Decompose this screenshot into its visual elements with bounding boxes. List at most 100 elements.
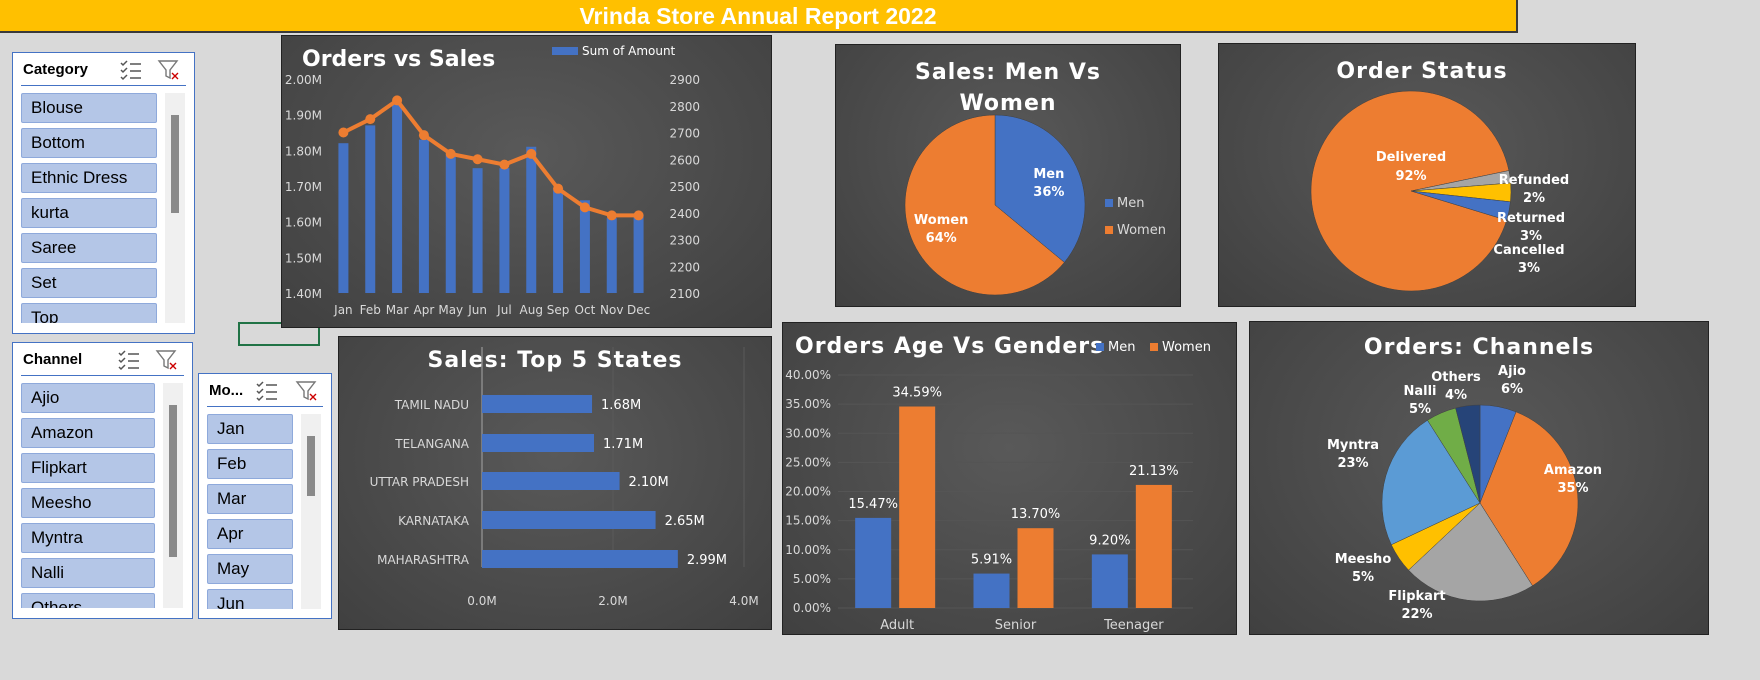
data-label: 1.68M <box>601 398 641 413</box>
y-right-tick-label: 2100 <box>669 287 700 301</box>
slicer-item-meesho[interactable]: Meesho <box>21 488 155 518</box>
line-point <box>418 130 429 141</box>
pie-slice <box>994 114 1086 263</box>
scrollbar-thumb[interactable] <box>171 115 179 213</box>
slicer-item-bottom[interactable]: Bottom <box>21 128 157 158</box>
y-right-tick-label: 2300 <box>669 234 700 248</box>
slicer-item-ethnic-dress[interactable]: Ethnic Dress <box>21 163 157 193</box>
data-label-name: Amazon <box>1544 463 1602 478</box>
pie-slice <box>1408 502 1533 602</box>
bar <box>1091 554 1128 608</box>
slicer-item-mar[interactable]: Mar <box>207 484 293 514</box>
y-left-tick-label: 1.50M <box>285 251 322 265</box>
line-point <box>553 183 564 194</box>
data-label-name: Returned <box>1497 211 1565 226</box>
x-tick-label: Mar <box>386 303 409 317</box>
slicer-item-may[interactable]: May <box>207 554 293 584</box>
data-label-value: 2% <box>1523 191 1545 206</box>
pie-slice <box>1455 404 1481 504</box>
bar <box>1135 484 1172 608</box>
category-slicer: Category Blouse Bottom Ethnic Dress kurta Sa… <box>12 52 195 334</box>
selected-cell[interactable] <box>238 322 320 346</box>
y-left-tick-label: 1.60M <box>285 216 322 230</box>
x-tick-label: Nov <box>600 303 623 317</box>
legend-label: Men <box>1117 196 1144 211</box>
top5-states-svg: Sales: Top 5 States TAMIL NADU 1.68M TELANG… <box>370 347 759 608</box>
slicer-item-jun[interactable]: Jun <box>207 589 293 609</box>
slicer-divider <box>21 85 186 86</box>
sales-men-women-svg: Sales: Men Vs Women Men 36% Women 64% Men Women <box>904 60 1166 296</box>
slicer-item-kurta[interactable]: kurta <box>21 198 157 228</box>
slicer-scrollbar[interactable] <box>165 93 185 323</box>
slicer-item-set[interactable]: Set <box>21 268 157 298</box>
x-tick-label: May <box>438 303 463 317</box>
age-vs-gender-svg: Orders Age Vs Genders Men Women 40.00% 35.00… <box>785 334 1211 633</box>
slicer-item-myntra[interactable]: Myntra <box>21 523 155 553</box>
chart-title: Order Status <box>1336 59 1507 84</box>
slicer-item-list: Blouse Bottom Ethnic Dress kurta Saree Set Top <box>21 93 157 323</box>
chart-title-line: Women <box>959 91 1056 116</box>
y-tick-label: UTTAR PRADESH <box>370 475 469 489</box>
legend-label: Sum of Amount <box>582 44 676 58</box>
slicer-scrollbar[interactable] <box>301 414 321 609</box>
chart-title-line: Sales: Men Vs <box>915 60 1101 85</box>
slicer-item-amazon[interactable]: Amazon <box>21 418 155 448</box>
data-label-name: Ajio <box>1498 364 1526 379</box>
pie-slice <box>1410 190 1511 221</box>
scrollbar-thumb[interactable] <box>169 405 177 557</box>
slicer-scrollbar[interactable] <box>163 383 183 608</box>
slicer-item-blouse[interactable]: Blouse <box>21 93 157 123</box>
clear-filter-icon[interactable] <box>295 380 319 402</box>
slicer-item-jan[interactable]: Jan <box>207 414 293 444</box>
x-tick-label: Apr <box>414 303 435 317</box>
data-label: 9.20% <box>1089 533 1130 548</box>
legend-label: Women <box>1117 223 1166 238</box>
x-tick-label: Aug <box>520 303 543 317</box>
legend-label: Men <box>1108 340 1135 355</box>
slicer-item-flipkart[interactable]: Flipkart <box>21 453 155 483</box>
channel-slicer: Channel Ajio Amazon Flipkart Meesho Myntra Na… <box>12 342 193 619</box>
bar <box>899 406 936 608</box>
line-point <box>472 154 483 165</box>
slicer-item-apr[interactable]: Apr <box>207 519 293 549</box>
clear-filter-icon[interactable] <box>155 349 179 371</box>
bar <box>973 573 1010 608</box>
x-tick-label: Teenager <box>1103 618 1164 633</box>
slicer-title: Mo... <box>209 382 244 399</box>
slicer-item-saree[interactable]: Saree <box>21 233 157 263</box>
data-label-value: 22% <box>1401 607 1432 622</box>
bar <box>855 517 892 608</box>
y-right-tick-label: 2700 <box>669 127 700 141</box>
data-label-name: Women <box>914 213 968 228</box>
slicer-header: Channel <box>13 343 192 377</box>
bar <box>482 434 595 452</box>
slicer-item-feb[interactable]: Feb <box>207 449 293 479</box>
x-tick-label: Jun <box>467 303 487 317</box>
slicer-item-others[interactable]: Others <box>21 593 155 608</box>
bar <box>338 143 349 293</box>
multi-select-icon[interactable] <box>119 59 143 81</box>
legend-swatch <box>1105 226 1113 234</box>
slicer-item-list: Ajio Amazon Flipkart Meesho Myntra Nalli Other… <box>21 383 155 608</box>
data-label-value: 35% <box>1557 481 1588 496</box>
multi-select-icon[interactable] <box>255 380 279 402</box>
bar <box>1017 528 1054 608</box>
chart-title: Orders vs Sales <box>302 47 495 72</box>
data-label-name: Delivered <box>1376 150 1446 165</box>
slicer-item-ajio[interactable]: Ajio <box>21 383 155 413</box>
bar <box>482 472 620 490</box>
x-tick-label: Senior <box>995 618 1037 633</box>
clear-filter-icon[interactable] <box>157 59 181 81</box>
scrollbar-thumb[interactable] <box>307 436 315 496</box>
age-vs-gender-chart: Orders Age Vs Genders Men Women 40.00% 35.00… <box>782 322 1237 635</box>
bar <box>482 395 593 413</box>
multi-select-icon[interactable] <box>117 349 141 371</box>
data-label-name: Men <box>1033 167 1064 182</box>
y-left-tick-label: 1.40M <box>285 287 322 301</box>
slicer-item-nalli[interactable]: Nalli <box>21 558 155 588</box>
slicer-item-top[interactable]: Top <box>21 303 157 323</box>
x-tick-label: 0.0M <box>467 594 496 608</box>
bar <box>526 146 537 293</box>
y-right-tick-label: 2900 <box>669 73 700 87</box>
pie-slice <box>1479 411 1579 587</box>
